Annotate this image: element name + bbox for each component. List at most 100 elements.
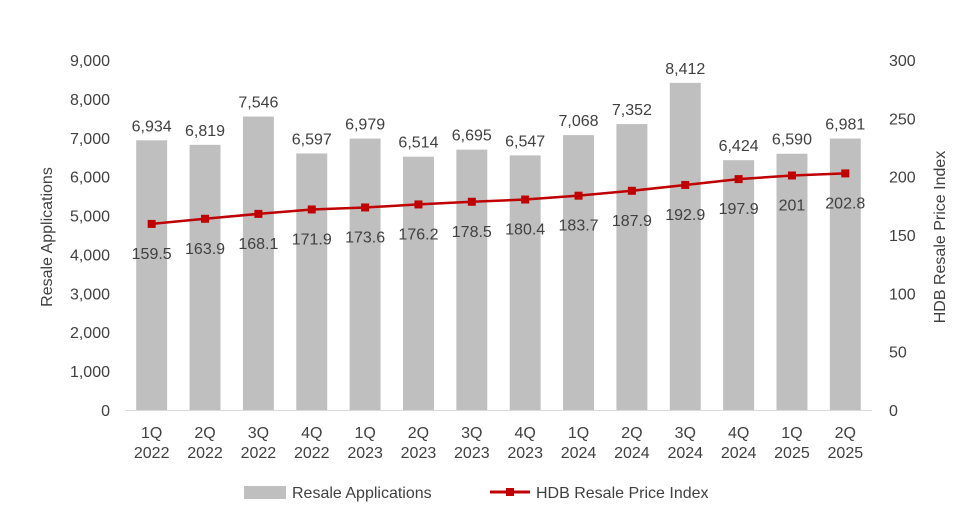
bar-1 [189,144,221,410]
legend-swatch-marker [506,488,514,496]
bar-label-0: 6,934 [132,118,172,135]
bar-13 [829,138,861,410]
price-index-label-3: 171.9 [292,231,332,248]
bar-series-resale-applications [136,82,861,411]
price-index-marker-11 [734,175,743,184]
price-index-label-4: 173.6 [345,229,385,246]
x-tick-year-4: 2023 [347,445,383,462]
bar-label-11: 6,424 [719,138,759,155]
bar-label-9: 7,352 [612,102,652,119]
price-index-line [151,172,846,226]
y-tick-4: 4,000 [70,247,110,264]
x-tick-quarter-5: 2Q [408,425,429,442]
price-index-marker-9 [627,186,636,195]
y2-tick-2: 100 [889,286,916,303]
price-index-label-11: 197.9 [719,201,759,218]
x-tick-year-9: 2024 [614,445,650,462]
x-tick-year-2: 2022 [241,445,277,462]
price-index-label-1: 163.9 [185,241,225,258]
y-tick-9: 9,000 [70,53,110,70]
bar-label-5: 6,514 [398,135,438,152]
price-index-label-7: 180.4 [505,222,545,239]
y-tick-8: 8,000 [70,92,110,109]
y-tick-3: 3,000 [70,286,110,303]
bar-label-7: 6,547 [505,133,545,150]
x-tick-quarter-4: 1Q [354,425,375,442]
bar-5 [402,156,434,410]
x-tick-quarter-11: 4Q [728,425,749,442]
x-tick-year-6: 2023 [454,445,490,462]
price-index-marker-4 [361,203,370,212]
bar-label-6: 6,695 [452,128,492,145]
bar-6 [456,149,488,410]
bar-11 [723,160,755,410]
x-tick-quarter-2: 3Q [248,425,269,442]
y2-tick-5: 250 [889,111,916,128]
price-index-marker-0 [147,219,156,228]
price-index-label-9: 187.9 [612,213,652,230]
price-index-marker-12 [787,171,796,180]
price-index-marker-2 [254,209,263,218]
x-tick-year-0: 2022 [134,445,170,462]
bar-8 [563,135,595,410]
y2-tick-1: 50 [889,345,907,362]
price-index-marker-5 [414,200,423,209]
y-tick-1: 1,000 [70,364,110,381]
price-index-label-6: 178.5 [452,224,492,241]
bar-9 [616,124,648,410]
y2-tick-0: 0 [889,403,898,420]
price-index-marker-3 [307,205,316,214]
bar-label-12: 6,590 [772,132,812,149]
price-index-label-5: 176.2 [398,226,438,243]
bar-label-3: 6,597 [292,131,332,148]
y2-tick-4: 200 [889,170,916,187]
x-tick-quarter-13: 2Q [835,425,856,442]
legend: Resale Applications HDB Resale Price Ind… [244,485,709,502]
y-tick-6: 6,000 [70,170,110,187]
y-tick-7: 7,000 [70,131,110,148]
price-index-label-8: 183.7 [559,218,599,235]
x-tick-year-10: 2024 [667,445,703,462]
bar-label-8: 7,068 [559,113,599,130]
price-index-marker-7 [521,195,530,204]
x-tick-year-5: 2023 [401,445,437,462]
x-tick-quarter-12: 1Q [781,425,802,442]
x-tick-year-1: 2022 [187,445,223,462]
y-axis-title: Resale Applications [39,167,56,307]
x-tick-quarter-1: 2Q [194,425,215,442]
bar-label-4: 6,979 [345,117,385,134]
bar-label-13: 6,981 [825,117,865,134]
y2-axis-title: HDB Resale Price Index [932,151,949,324]
legend-label-resale-applications: Resale Applications [292,485,432,502]
x-tick-year-13: 2025 [828,445,864,462]
x-tick-quarter-7: 4Q [515,425,536,442]
x-tick-quarter-6: 3Q [461,425,482,442]
price-index-marker-6 [467,197,476,206]
price-index-marker-8 [574,191,583,200]
x-tick-quarter-8: 1Q [568,425,589,442]
bar-4 [349,138,381,410]
x-tick-year-8: 2024 [561,445,597,462]
x-tick-year-3: 2022 [294,445,330,462]
bar-12 [776,153,808,410]
bar-0 [136,140,168,410]
y-tick-2: 2,000 [70,325,110,342]
bar-label-2: 7,546 [238,95,278,112]
bar-7 [509,155,541,410]
x-tick-year-11: 2024 [721,445,757,462]
y-tick-5: 5,000 [70,209,110,226]
line-series-hdb-resale-price-index [147,169,850,228]
bar-3 [296,153,328,410]
bar-2 [242,116,274,410]
legend-swatch-resale-applications [244,486,286,499]
x-tick-quarter-0: 1Q [141,425,162,442]
x-tick-quarter-10: 3Q [675,425,696,442]
legend-label-hdb-resale-price-index: HDB Resale Price Index [536,485,709,502]
y2-tick-6: 300 [889,53,916,70]
price-index-marker-13 [841,169,850,178]
bar-label-10: 8,412 [665,61,705,78]
price-index-label-2: 168.1 [238,236,278,253]
y2-tick-3: 150 [889,228,916,245]
x-tick-year-7: 2023 [507,445,543,462]
